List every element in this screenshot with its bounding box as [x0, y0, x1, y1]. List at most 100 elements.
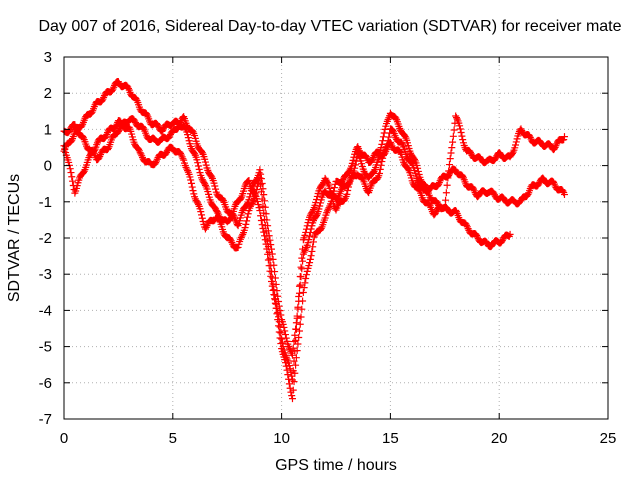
data-point [182, 163, 190, 171]
data-point [189, 187, 197, 195]
x-tick-label: 20 [491, 430, 508, 447]
data-point [200, 178, 208, 186]
data-point [389, 126, 397, 134]
data-point [198, 214, 206, 222]
data-point [292, 325, 300, 333]
y-tick-label: 3 [44, 49, 52, 66]
data-point [450, 126, 458, 134]
data-point [325, 204, 333, 212]
data-point [452, 112, 460, 120]
data-point [349, 156, 357, 164]
data-point [256, 166, 264, 174]
data-point [88, 108, 96, 116]
data-point [385, 133, 393, 141]
data-point [244, 210, 252, 218]
data-point [278, 335, 286, 343]
data-point [491, 191, 499, 199]
data-point [364, 188, 372, 196]
data-point [131, 117, 139, 125]
data-point [163, 148, 171, 156]
data-points [60, 78, 568, 403]
data-point [445, 170, 453, 178]
data-point [518, 127, 526, 135]
data-point [263, 232, 271, 240]
data-point [386, 138, 394, 146]
data-point [425, 200, 433, 208]
data-point [302, 271, 310, 279]
data-point [277, 329, 285, 337]
data-point [289, 386, 297, 394]
data-point [255, 169, 263, 177]
data-point [306, 255, 314, 263]
data-point [292, 361, 300, 369]
data-point [448, 144, 456, 152]
data-point [271, 291, 279, 299]
data-point [187, 179, 195, 187]
data-point [211, 182, 219, 190]
data-point [265, 248, 273, 256]
data-point [343, 190, 351, 198]
data-point [446, 155, 454, 163]
data-point [351, 161, 359, 169]
data-point [259, 202, 267, 210]
data-point [76, 174, 84, 182]
data-point [523, 192, 531, 200]
data-point [328, 194, 336, 202]
data-point [392, 114, 400, 122]
data-point [201, 180, 209, 188]
data-point [398, 139, 406, 147]
data-point [404, 165, 412, 173]
data-point [112, 122, 120, 130]
data-point [108, 86, 116, 94]
data-point [273, 287, 281, 295]
data-point [184, 167, 192, 175]
data-point [433, 198, 441, 206]
data-point [61, 145, 69, 153]
x-tick-label: 10 [273, 430, 290, 447]
data-point [274, 322, 282, 330]
data-point [132, 95, 140, 103]
data-point [257, 181, 265, 189]
data-point [197, 208, 205, 216]
data-point [307, 252, 315, 260]
data-point [174, 124, 182, 132]
y-tick-label: -2 [39, 230, 52, 247]
data-point [309, 207, 317, 215]
data-point [440, 204, 448, 212]
data-point [512, 141, 520, 149]
data-point [483, 239, 491, 247]
data-point [492, 153, 500, 161]
data-point [294, 303, 302, 311]
data-point [551, 143, 559, 151]
data-point [243, 213, 251, 221]
data-point [258, 221, 266, 229]
data-point [292, 336, 300, 344]
data-point [267, 272, 275, 280]
data-point [288, 392, 296, 400]
data-point [417, 182, 425, 190]
data-point [191, 150, 199, 158]
data-point [380, 150, 388, 158]
data-point [299, 289, 307, 297]
data-point [303, 267, 311, 275]
data-point [473, 231, 481, 239]
data-point [346, 166, 354, 174]
data-point [67, 169, 75, 177]
data-point [301, 231, 309, 239]
data-point [407, 158, 415, 166]
data-point [560, 136, 568, 144]
data-point [378, 158, 386, 166]
data-point [281, 331, 289, 339]
data-point [388, 142, 396, 150]
data-point [179, 155, 187, 163]
data-point [166, 132, 174, 140]
data-point [245, 177, 253, 185]
data-point [300, 248, 308, 256]
data-point [193, 156, 201, 164]
data-point [304, 239, 312, 247]
data-point [272, 300, 280, 308]
data-point [467, 150, 475, 158]
data-point [560, 133, 568, 141]
data-point [351, 164, 359, 172]
data-point [266, 255, 274, 263]
